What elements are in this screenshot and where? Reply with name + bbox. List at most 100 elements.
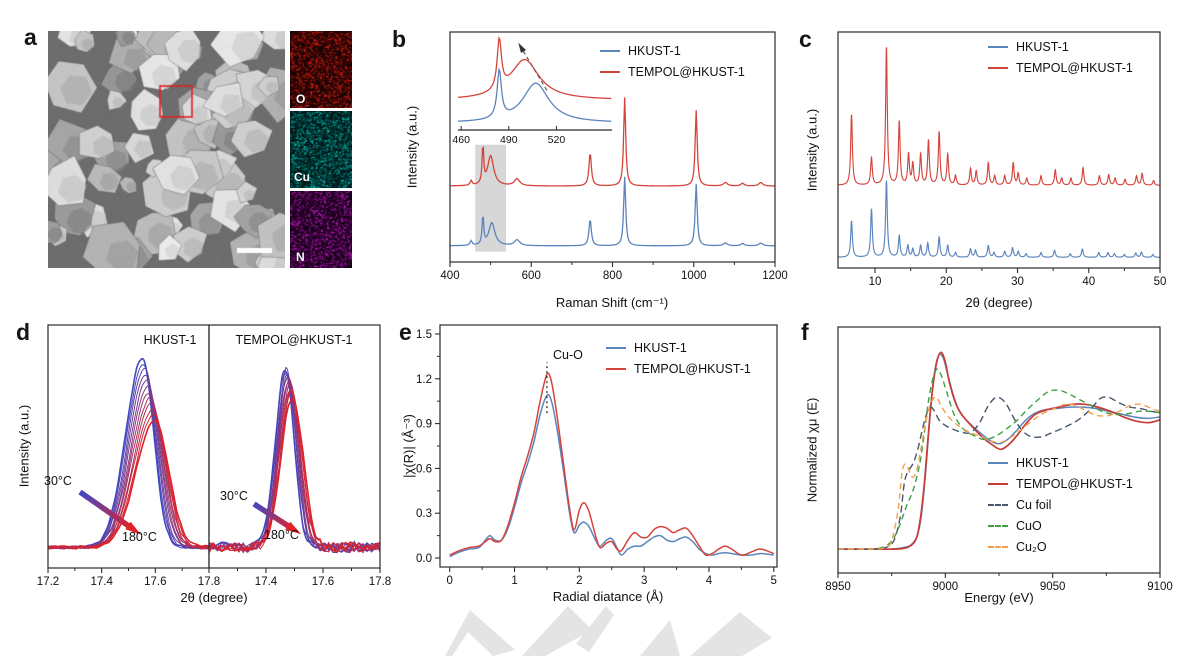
- legend-label: Cu₂O: [1016, 539, 1047, 554]
- tick-label: 460: [452, 134, 470, 146]
- panel-label-e: e: [399, 319, 412, 345]
- tick-label: 40: [1082, 276, 1095, 288]
- raman-inset-series-1: [457, 36, 612, 100]
- tick-label: 520: [548, 134, 566, 146]
- tick-label: 1000: [681, 270, 707, 282]
- legend-item: Cu₂O: [988, 536, 1133, 557]
- arrowhead: [285, 521, 302, 535]
- xrd-series-1: [837, 47, 1160, 186]
- eds-map-cu: [290, 111, 352, 188]
- xanes-x-axis-label: Energy (eV): [964, 590, 1034, 605]
- vtxrd-curve: [208, 390, 381, 554]
- watermark-shape: [576, 606, 614, 652]
- vtxrd-curve: [47, 419, 210, 550]
- raman-legend: HKUST-1 TEMPOL@HKUST-1: [600, 40, 745, 82]
- tick-label: 10: [869, 276, 882, 288]
- xanes-series-2: [837, 396, 1161, 550]
- watermark: [445, 606, 772, 656]
- eds-label-cu: Cu: [294, 170, 310, 184]
- temp-end-label-right: 180°C: [264, 528, 299, 542]
- raman-inset-series-0: [457, 67, 612, 122]
- watermark-shape: [522, 606, 592, 656]
- xanes-series-4: [837, 396, 1161, 550]
- tick-label: 1: [511, 575, 517, 587]
- xrd-y-axis-label: Intensity (a.u.): [804, 108, 820, 192]
- arrowhead: [125, 521, 142, 535]
- tick-label: 20: [940, 276, 953, 288]
- temp-start-label-right: 30°C: [220, 489, 248, 503]
- tick-label: 490: [500, 134, 518, 146]
- legend-swatch: [988, 45, 1008, 48]
- sem-image: [48, 31, 285, 268]
- cu-o-annotation: Cu-O: [553, 348, 583, 362]
- legend-item: TEMPOL@HKUST-1: [606, 358, 751, 379]
- legend-swatch: [988, 482, 1008, 485]
- temperature-arrow: [78, 489, 135, 532]
- tick-label: 0.9: [416, 419, 432, 431]
- xanes-y-axis-label: Normalized χμ (E): [804, 397, 820, 503]
- tick-label: 0.3: [416, 508, 432, 520]
- legend-item: TEMPOL@HKUST-1: [988, 57, 1133, 78]
- legend-swatch: [988, 461, 1008, 464]
- legend-item: Cu foil: [988, 494, 1133, 515]
- vtxrd-curve: [47, 367, 210, 550]
- panel-label-f: f: [801, 319, 809, 345]
- vtxrd-x-axis-label: 2θ (degree): [180, 590, 248, 605]
- legend-swatch: [600, 70, 620, 73]
- legend-item: CuO: [988, 515, 1133, 536]
- tick-label: 8950: [825, 581, 851, 593]
- tick-label: 1.5: [416, 329, 432, 341]
- vtxrd-curve: [47, 364, 210, 550]
- legend-swatch: [606, 367, 626, 370]
- vtxrd-left-title: HKUST-1: [143, 333, 197, 347]
- panel-label-a: a: [24, 24, 37, 50]
- tick-label: 1200: [762, 270, 788, 282]
- tick-label: 5: [771, 575, 777, 587]
- exafs-y-axis-label: |χ(R)| (Å⁻³): [401, 414, 416, 478]
- raman-y-axis-label: Intensity (a.u.): [404, 105, 420, 189]
- legend-item: HKUST-1: [988, 452, 1133, 473]
- tick-label: 0.0: [416, 553, 432, 565]
- legend-label: TEMPOL@HKUST-1: [628, 64, 745, 79]
- legend-label: HKUST-1: [634, 340, 687, 355]
- tick-label: 17.8: [369, 576, 391, 588]
- xrd-x-axis-label: 2θ (degree): [965, 295, 1033, 310]
- tick-label: 17.4: [255, 576, 278, 588]
- legend-label: HKUST-1: [1016, 39, 1069, 54]
- xrd-legend: HKUST-1 TEMPOL@HKUST-1: [988, 36, 1133, 78]
- legend-label: CuO: [1016, 518, 1042, 533]
- arrowhead: [518, 42, 526, 53]
- tick-label: 30: [1011, 276, 1024, 288]
- legend-swatch: [988, 66, 1008, 69]
- legend-item: TEMPOL@HKUST-1: [988, 473, 1133, 494]
- peak-shift-arrow: [520, 47, 548, 91]
- temp-start-label-left: 30°C: [44, 474, 72, 488]
- raman-x-axis-label: Raman Shift (cm⁻¹): [555, 295, 669, 310]
- legend-swatch: [606, 346, 626, 349]
- watermark-shape: [640, 620, 680, 656]
- tick-label: 50: [1154, 276, 1167, 288]
- legend-label: HKUST-1: [1016, 455, 1069, 470]
- exafs-series-1: [449, 372, 775, 557]
- vtxrd-curve: [208, 397, 381, 553]
- exafs-series-0: [449, 393, 774, 558]
- tick-label: 9050: [1040, 581, 1066, 593]
- tick-label: 2: [576, 575, 582, 587]
- tick-label: 17.6: [312, 576, 334, 588]
- tick-label: 0.6: [416, 463, 432, 475]
- tick-label: 400: [440, 270, 459, 282]
- watermark-shape: [690, 612, 772, 656]
- tick-label: 9100: [1147, 581, 1173, 593]
- legend-swatch: [988, 503, 1008, 506]
- legend-swatch: [988, 545, 1008, 548]
- panel-label-c: c: [799, 26, 812, 52]
- xanes-series-3: [837, 368, 1161, 551]
- eds-label-o: O: [296, 92, 306, 106]
- legend-label: TEMPOL@HKUST-1: [1016, 60, 1133, 75]
- raman-series-1: [449, 97, 776, 187]
- tick-label: 0: [447, 575, 453, 587]
- legend-item: HKUST-1: [988, 36, 1133, 57]
- legend-label: TEMPOL@HKUST-1: [634, 361, 751, 376]
- raman-series-0: [449, 176, 776, 247]
